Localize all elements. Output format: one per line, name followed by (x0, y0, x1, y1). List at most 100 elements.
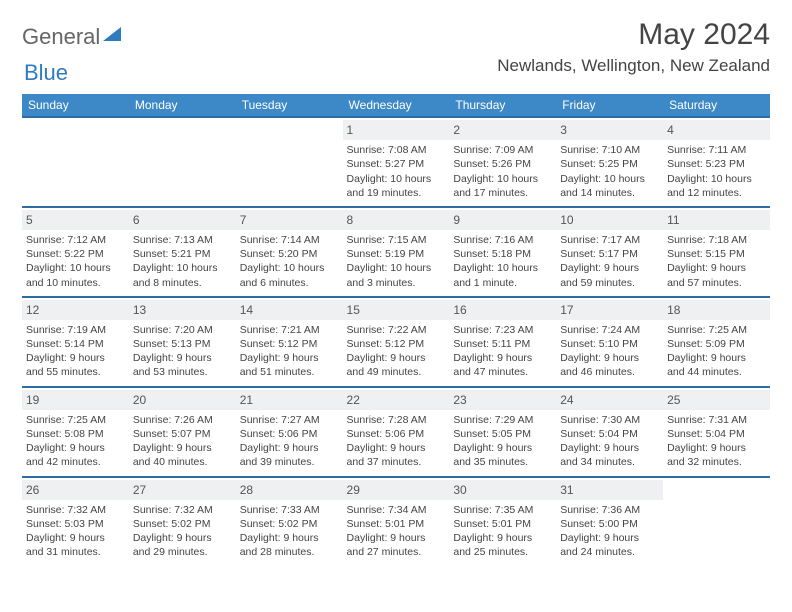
calendar-cell: 25Sunrise: 7:31 AMSunset: 5:04 PMDayligh… (663, 387, 770, 477)
day-number: 10 (556, 210, 663, 230)
cell-sunrise: Sunrise: 7:09 AM (453, 143, 552, 157)
calendar-cell: 22Sunrise: 7:28 AMSunset: 5:06 PMDayligh… (343, 387, 450, 477)
title-block: May 2024 Newlands, Wellington, New Zeala… (497, 18, 770, 76)
cell-daylight2: and 25 minutes. (453, 545, 552, 559)
cell-daylight2: and 42 minutes. (26, 455, 125, 469)
day-number: 23 (449, 390, 556, 410)
cell-daylight1: Daylight: 9 hours (560, 261, 659, 275)
cell-daylight2: and 55 minutes. (26, 365, 125, 379)
cell-sunset: Sunset: 5:11 PM (453, 337, 552, 351)
calendar-cell: 8Sunrise: 7:15 AMSunset: 5:19 PMDaylight… (343, 207, 450, 297)
calendar-cell: 4Sunrise: 7:11 AMSunset: 5:23 PMDaylight… (663, 117, 770, 207)
cell-sunset: Sunset: 5:04 PM (667, 427, 766, 441)
calendar-cell: 15Sunrise: 7:22 AMSunset: 5:12 PMDayligh… (343, 297, 450, 387)
day-number: 31 (556, 480, 663, 500)
day-number: 22 (343, 390, 450, 410)
day-number: 1 (343, 120, 450, 140)
cell-sunrise: Sunrise: 7:20 AM (133, 323, 232, 337)
day-number: 25 (663, 390, 770, 410)
calendar-cell: 16Sunrise: 7:23 AMSunset: 5:11 PMDayligh… (449, 297, 556, 387)
cell-daylight2: and 46 minutes. (560, 365, 659, 379)
calendar-cell: 17Sunrise: 7:24 AMSunset: 5:10 PMDayligh… (556, 297, 663, 387)
cell-sunrise: Sunrise: 7:12 AM (26, 233, 125, 247)
month-title: May 2024 (497, 18, 770, 52)
cell-daylight2: and 47 minutes. (453, 365, 552, 379)
cell-sunrise: Sunrise: 7:17 AM (560, 233, 659, 247)
cell-daylight2: and 37 minutes. (347, 455, 446, 469)
cell-daylight1: Daylight: 9 hours (453, 531, 552, 545)
cell-sunrise: Sunrise: 7:13 AM (133, 233, 232, 247)
calendar-cell: 9Sunrise: 7:16 AMSunset: 5:18 PMDaylight… (449, 207, 556, 297)
weekday-row: SundayMondayTuesdayWednesdayThursdayFrid… (22, 94, 770, 117)
day-number: 24 (556, 390, 663, 410)
calendar-cell: 1Sunrise: 7:08 AMSunset: 5:27 PMDaylight… (343, 117, 450, 207)
day-number: 29 (343, 480, 450, 500)
calendar-week: 19Sunrise: 7:25 AMSunset: 5:08 PMDayligh… (22, 387, 770, 477)
calendar-week: 26Sunrise: 7:32 AMSunset: 5:03 PMDayligh… (22, 477, 770, 566)
cell-daylight1: Daylight: 10 hours (26, 261, 125, 275)
cell-sunset: Sunset: 5:10 PM (560, 337, 659, 351)
cell-sunset: Sunset: 5:23 PM (667, 157, 766, 171)
calendar-cell: 19Sunrise: 7:25 AMSunset: 5:08 PMDayligh… (22, 387, 129, 477)
day-number: 7 (236, 210, 343, 230)
calendar-cell: 30 Sunrise: 7:35 AMSunset: 5:01 PMDayligh… (449, 477, 556, 566)
cell-daylight2: and 3 minutes. (347, 276, 446, 290)
cell-daylight1: Daylight: 9 hours (240, 531, 339, 545)
cell-daylight1: Daylight: 10 hours (453, 172, 552, 186)
cell-daylight2: and 10 minutes. (26, 276, 125, 290)
day-number: 4 (663, 120, 770, 140)
day-number: 20 (129, 390, 236, 410)
day-number: 9 (449, 210, 556, 230)
cell-daylight2: and 19 minutes. (347, 186, 446, 200)
calendar-cell (663, 477, 770, 566)
cell-sunrise: Sunrise: 7:14 AM (240, 233, 339, 247)
cell-daylight2: and 1 minute. (453, 276, 552, 290)
cell-sunrise: Sunrise: 7:23 AM (453, 323, 552, 337)
cell-sunrise: Sunrise: 7:25 AM (667, 323, 766, 337)
cell-sunset: Sunset: 5:18 PM (453, 247, 552, 261)
weekday-header: Thursday (449, 94, 556, 117)
cell-sunset: Sunset: 5:04 PM (560, 427, 659, 441)
cell-daylight1: Daylight: 9 hours (133, 531, 232, 545)
calendar-cell: 26Sunrise: 7:32 AMSunset: 5:03 PMDayligh… (22, 477, 129, 566)
cell-daylight1: Daylight: 10 hours (133, 261, 232, 275)
cell-sunrise: Sunrise: 7:35 AM (453, 503, 552, 517)
cell-daylight1: Daylight: 9 hours (667, 441, 766, 455)
cell-sunrise: Sunrise: 7:15 AM (347, 233, 446, 247)
calendar-body: 1Sunrise: 7:08 AMSunset: 5:27 PMDaylight… (22, 117, 770, 565)
day-number: 30 (449, 480, 556, 500)
cell-daylight2: and 35 minutes. (453, 455, 552, 469)
cell-sunset: Sunset: 5:01 PM (453, 517, 552, 531)
cell-sunset: Sunset: 5:08 PM (26, 427, 125, 441)
cell-daylight2: and 28 minutes. (240, 545, 339, 559)
cell-daylight1: Daylight: 9 hours (26, 441, 125, 455)
cell-sunset: Sunset: 5:27 PM (347, 157, 446, 171)
cell-sunset: Sunset: 5:05 PM (453, 427, 552, 441)
calendar-cell: 29Sunrise: 7:34 AMSunset: 5:01 PMDayligh… (343, 477, 450, 566)
cell-sunset: Sunset: 5:15 PM (667, 247, 766, 261)
cell-daylight2: and 49 minutes. (347, 365, 446, 379)
cell-daylight2: and 34 minutes. (560, 455, 659, 469)
calendar-cell: 5Sunrise: 7:12 AMSunset: 5:22 PMDaylight… (22, 207, 129, 297)
cell-sunset: Sunset: 5:02 PM (133, 517, 232, 531)
cell-daylight1: Daylight: 9 hours (560, 531, 659, 545)
calendar-cell: 6Sunrise: 7:13 AMSunset: 5:21 PMDaylight… (129, 207, 236, 297)
logo-triangle-icon (103, 27, 121, 41)
cell-daylight1: Daylight: 9 hours (560, 441, 659, 455)
cell-daylight2: and 59 minutes. (560, 276, 659, 290)
cell-sunset: Sunset: 5:06 PM (347, 427, 446, 441)
day-number: 6 (129, 210, 236, 230)
calendar-cell: 23Sunrise: 7:29 AMSunset: 5:05 PMDayligh… (449, 387, 556, 477)
cell-daylight1: Daylight: 9 hours (560, 351, 659, 365)
day-number: 5 (22, 210, 129, 230)
cell-daylight2: and 14 minutes. (560, 186, 659, 200)
cell-daylight1: Daylight: 9 hours (453, 351, 552, 365)
weekday-header: Friday (556, 94, 663, 117)
day-number: 11 (663, 210, 770, 230)
cell-daylight1: Daylight: 10 hours (453, 261, 552, 275)
cell-daylight1: Daylight: 9 hours (133, 351, 232, 365)
cell-sunrise: Sunrise: 7:10 AM (560, 143, 659, 157)
cell-sunset: Sunset: 5:00 PM (560, 517, 659, 531)
calendar-cell (22, 117, 129, 207)
cell-sunset: Sunset: 5:20 PM (240, 247, 339, 261)
